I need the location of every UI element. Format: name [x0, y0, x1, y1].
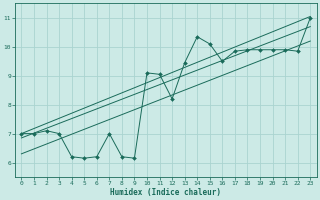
X-axis label: Humidex (Indice chaleur): Humidex (Indice chaleur): [110, 188, 221, 197]
